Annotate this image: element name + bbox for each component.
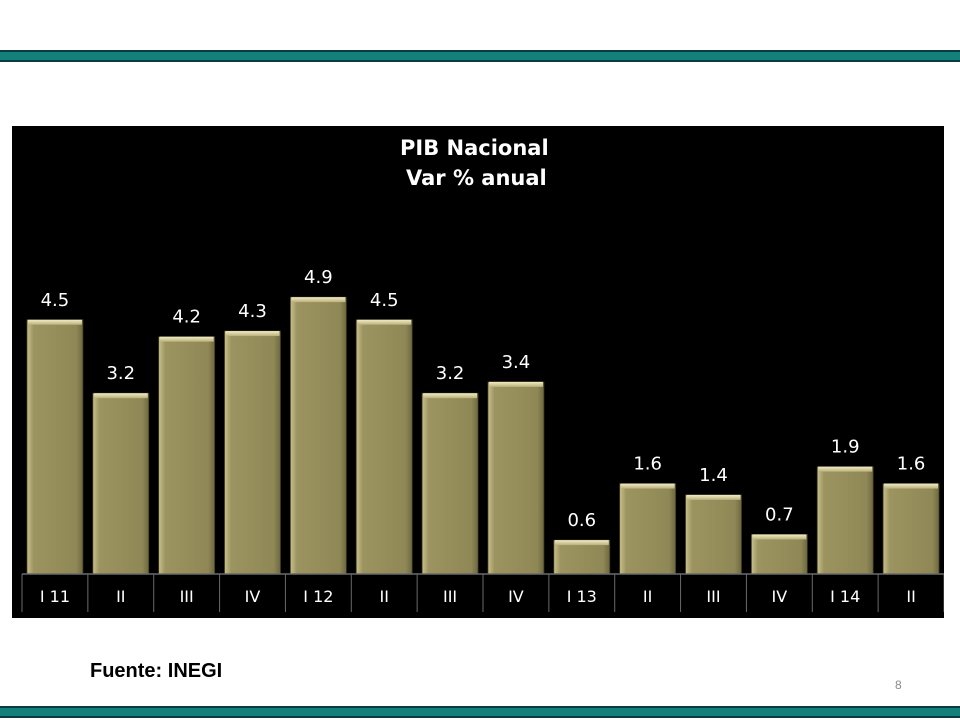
source-note: Fuente: INEGI bbox=[90, 660, 223, 682]
data-label: 0.6 bbox=[567, 510, 596, 531]
bar bbox=[26, 319, 84, 575]
bar-highlight bbox=[159, 336, 214, 342]
chart-panel: 4.5 I 11 3.2 II 4.2 III 4.3 IV 4.9 I 12 4.5 II 3.2 II… bbox=[12, 126, 944, 618]
chart-subtitle: Var % anual bbox=[406, 166, 547, 190]
bar bbox=[553, 539, 611, 575]
data-label: 1.9 bbox=[831, 437, 860, 458]
x-tick-label: I 11 bbox=[40, 587, 70, 606]
bar-highlight bbox=[752, 534, 807, 540]
bar-highlight bbox=[27, 319, 82, 325]
bar-highlight bbox=[357, 319, 412, 325]
bar bbox=[816, 466, 874, 575]
bar bbox=[289, 296, 347, 575]
data-label: 3.2 bbox=[436, 363, 465, 384]
data-label: 4.2 bbox=[172, 307, 201, 328]
chart-title: PIB Nacional bbox=[400, 136, 549, 160]
bar-highlight bbox=[554, 540, 609, 546]
x-tick-label: II bbox=[379, 587, 388, 606]
bar bbox=[882, 483, 940, 575]
page-number: 8 bbox=[895, 678, 902, 692]
data-label: 1.6 bbox=[897, 454, 926, 475]
bar-highlight bbox=[818, 466, 873, 472]
bar bbox=[92, 392, 150, 575]
x-tick-label: III bbox=[443, 587, 457, 606]
data-label: 4.9 bbox=[304, 267, 333, 288]
data-label: 4.5 bbox=[370, 290, 399, 311]
x-tick-label: IV bbox=[508, 587, 524, 606]
bar bbox=[750, 534, 808, 575]
bar-highlight bbox=[423, 393, 478, 399]
bar-highlight bbox=[291, 297, 346, 303]
bar-chart: 4.5 I 11 3.2 II 4.2 III 4.3 IV 4.9 I 12 4.5 II 3.2 II… bbox=[21, 267, 944, 612]
bar-highlight bbox=[225, 331, 280, 337]
x-tick-label: IV bbox=[245, 587, 261, 606]
top-accent-band bbox=[0, 50, 960, 62]
x-tick-label: III bbox=[706, 587, 720, 606]
data-label: 3.4 bbox=[502, 352, 531, 373]
data-label: 0.7 bbox=[765, 504, 794, 525]
bar bbox=[224, 330, 281, 575]
x-tick-label: III bbox=[180, 587, 194, 606]
bottom-accent-band bbox=[0, 706, 960, 718]
bar bbox=[685, 494, 742, 575]
bar bbox=[487, 381, 545, 575]
data-label: 4.3 bbox=[238, 301, 267, 322]
data-label: 1.6 bbox=[633, 454, 662, 475]
bar bbox=[421, 392, 479, 575]
data-label: 1.4 bbox=[699, 465, 728, 486]
x-tick-label: I 13 bbox=[567, 587, 597, 606]
data-label: 4.5 bbox=[41, 290, 70, 311]
x-tick-label: I 14 bbox=[830, 587, 860, 606]
bar-highlight bbox=[884, 483, 939, 489]
x-tick-label: IV bbox=[772, 587, 788, 606]
x-tick-label: II bbox=[643, 587, 652, 606]
bar-highlight bbox=[488, 381, 543, 387]
bar-highlight bbox=[93, 393, 148, 399]
bar-highlight bbox=[686, 494, 741, 500]
bar bbox=[158, 336, 216, 575]
data-label: 3.2 bbox=[106, 363, 135, 384]
bar bbox=[619, 483, 677, 575]
x-tick-label: II bbox=[906, 587, 915, 606]
x-tick-label: II bbox=[116, 587, 125, 606]
bar-highlight bbox=[620, 483, 675, 489]
bar bbox=[355, 319, 413, 575]
x-tick-label: I 12 bbox=[303, 587, 333, 606]
